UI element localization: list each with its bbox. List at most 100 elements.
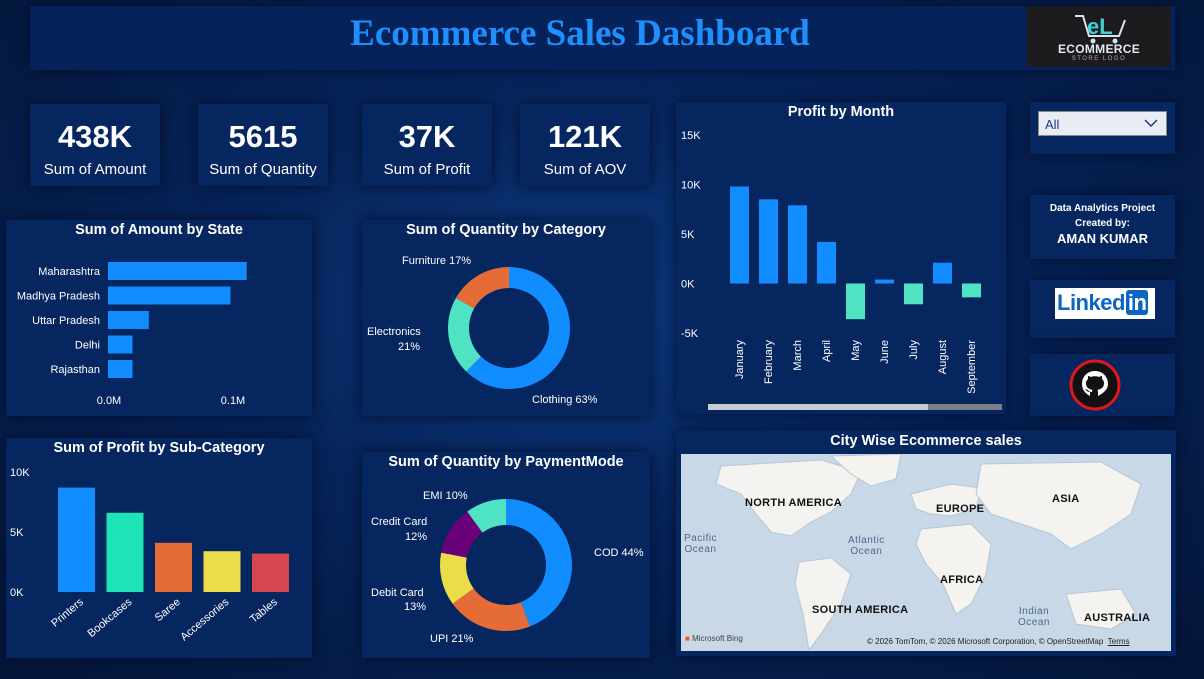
chart-title: City Wise Ecommerce sales xyxy=(830,433,1022,449)
filter-slicer: All xyxy=(1030,102,1175,154)
title-bar xyxy=(30,6,1175,70)
slice-label: Furniture 17% xyxy=(402,255,471,267)
bing-text: Microsoft Bing xyxy=(692,634,743,643)
logo-mark: eL xyxy=(1087,14,1113,39)
x-tick-label: Saree xyxy=(153,596,183,624)
state-bar xyxy=(108,286,231,305)
profit-by-subcategory-svg: 10K 5K 0K Printers Bookcases SareeAccessories… xyxy=(10,467,289,644)
map-credits: © 2026 TomTom, © 2026 Microsoft Corporat… xyxy=(867,637,1130,646)
state-label: Rajasthan xyxy=(50,364,100,376)
state-bar xyxy=(108,262,247,280)
map-ocean-atlantic: Atlantic Ocean xyxy=(848,535,885,557)
map-label-south-america: SOUTH AMERICA xyxy=(812,604,909,616)
subcategory-bar xyxy=(155,542,192,592)
subcategory-bar xyxy=(106,512,144,592)
chart-title: Sum of Profit by Sub-Category xyxy=(53,440,265,456)
x-tick-label: Printers xyxy=(49,596,86,630)
y-tick-label: 10K xyxy=(681,180,701,192)
world-map[interactable]: NORTH AMERICA EUROPE ASIA AFRICA SOUTH A… xyxy=(681,454,1171,651)
month-bar xyxy=(759,199,778,284)
map-label-asia: ASIA xyxy=(1052,493,1080,505)
donut-slice xyxy=(455,267,509,309)
month-bar xyxy=(875,279,894,284)
ocean-label: Atlantic xyxy=(848,535,885,546)
linkedin-card: Linked in xyxy=(1030,280,1175,338)
map-label-europe: EUROPE xyxy=(936,503,985,515)
slice-label: Credit Card xyxy=(371,516,427,528)
donut-slice xyxy=(448,298,481,372)
ocean-label: Ocean xyxy=(684,544,717,555)
ocean-label: Pacific xyxy=(684,533,717,544)
map-label-africa: AFRICA xyxy=(940,574,984,586)
slice-label: 21% xyxy=(398,341,420,353)
amount-by-state-svg: Maharashtra Madhya Pradesh Uttar Pradesh De… xyxy=(17,262,247,407)
donut-slice xyxy=(441,511,483,558)
month-bar xyxy=(730,186,749,284)
created-by-label: Created by: xyxy=(1074,218,1130,229)
github-card xyxy=(1030,354,1175,416)
qty-by-category-chart: Sum of Quantity by Category Clothing 63%… xyxy=(362,220,650,416)
slice-label: 13% xyxy=(404,601,426,613)
bing-logo: ■ Microsoft Bing xyxy=(685,634,743,643)
x-tick-label: February xyxy=(763,340,775,385)
profit-by-month-svg: 15K 10K 5K 0K -5K January February March April Ma… xyxy=(681,130,1002,410)
x-tick-label: July xyxy=(908,340,920,360)
map-credits-text: © 2026 TomTom, © 2026 Microsoft Corporat… xyxy=(867,637,1104,646)
y-tick-label: 15K xyxy=(681,130,701,142)
city-sales-map: City Wise Ecommerce sales NORTH AMERICA … xyxy=(676,430,1176,656)
kpi-card-amount: 438K Sum of Amount xyxy=(30,104,160,186)
kpi-label: Sum of Quantity xyxy=(209,161,317,178)
y-tick-label: 0K xyxy=(10,587,24,599)
logo-text: ECOMMERCE xyxy=(1057,42,1141,56)
map-terms-link[interactable]: Terms xyxy=(1107,637,1130,646)
linkedin-button[interactable]: Linked in xyxy=(1055,288,1155,319)
state-bar xyxy=(108,335,133,354)
map-label-australia: AUSTRALIA xyxy=(1084,612,1151,624)
month-bar xyxy=(962,283,981,298)
x-tick-label: Accessories xyxy=(178,596,232,644)
subcategory-bar xyxy=(203,551,241,592)
donut-slice xyxy=(466,267,570,389)
month-bar xyxy=(904,283,923,305)
slice-label: Clothing 63% xyxy=(532,394,598,406)
slice-label: Debit Card xyxy=(371,587,424,599)
x-tick-label: March xyxy=(792,340,804,371)
slice-label: UPI 21% xyxy=(430,633,474,645)
month-bar xyxy=(933,262,952,284)
x-tick-label: 0.0M xyxy=(97,395,121,407)
profit-by-subcategory-chart: Sum of Profit by Sub-Category 10K 5K 0K Pri… xyxy=(6,438,312,658)
donut-slice xyxy=(440,552,474,604)
state-label: Delhi xyxy=(75,340,100,352)
subcategory-bar xyxy=(58,487,95,592)
page-title: Ecommerce Sales Dashboard xyxy=(350,13,810,54)
map-label-north-america: NORTH AMERICA xyxy=(745,497,842,509)
map-ocean-indian: Indian Ocean xyxy=(1018,606,1050,628)
linkedin-text: Linked xyxy=(1057,290,1125,315)
state-bar xyxy=(108,360,133,378)
qty-by-category-svg: Clothing 63% Electronics 21% Furniture 17% xyxy=(367,255,598,406)
kpi-label: Sum of Profit xyxy=(383,161,471,178)
x-tick-label: 0.1M xyxy=(221,395,245,407)
qty-by-payment-chart: Sum of Quantity by PaymentMode COD 44% UP… xyxy=(362,452,650,658)
slice-label: Electronics xyxy=(367,326,421,338)
chevron-down-icon[interactable] xyxy=(1143,115,1159,131)
y-tick-label: 5K xyxy=(10,527,24,539)
github-icon[interactable] xyxy=(1069,359,1121,411)
x-tick-label: May xyxy=(850,340,862,361)
kpi-card-quantity: 5615 Sum of Quantity xyxy=(198,104,328,186)
project-info-card: Data Analytics Project Created by: AMAN … xyxy=(1030,195,1175,259)
y-tick-label: -5K xyxy=(681,328,699,340)
month-bar xyxy=(817,241,836,284)
x-tick-label: April xyxy=(821,340,833,362)
x-tick-label: Tables xyxy=(248,596,280,626)
chart-title: Sum of Amount by State xyxy=(75,222,243,238)
kpi-card-aov: 121K Sum of AOV xyxy=(520,104,650,186)
state-label: Maharashtra xyxy=(38,266,101,278)
chart-title: Sum of Quantity by Category xyxy=(406,222,606,238)
x-tick-label: January xyxy=(734,340,746,380)
chart-title: Profit by Month xyxy=(787,104,895,120)
filter-selected: All xyxy=(1045,117,1060,132)
donut-slice xyxy=(452,588,531,631)
filter-dropdown[interactable]: All xyxy=(1038,111,1167,136)
author-name: AMAN KUMAR xyxy=(1057,231,1148,246)
